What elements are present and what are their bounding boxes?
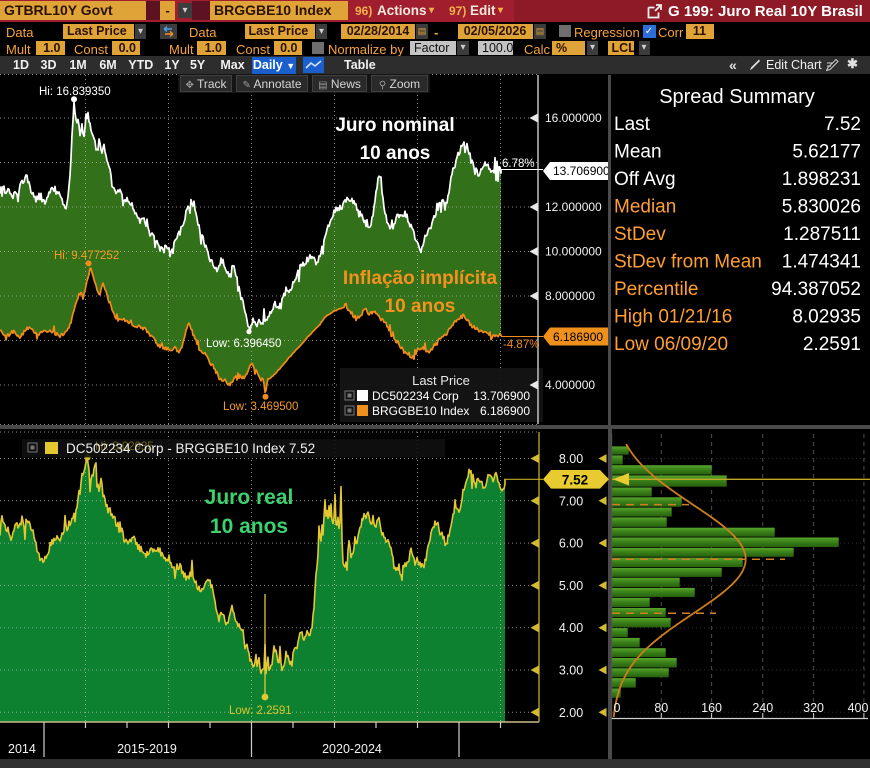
svg-text:DC502234 Corp: DC502234 Corp — [372, 389, 459, 403]
svg-text:4.000000: 4.000000 — [545, 378, 595, 392]
svg-text:Hi: 9.477252: Hi: 9.477252 — [54, 250, 119, 262]
svg-text:Low: 3.469500: Low: 3.469500 — [223, 401, 298, 413]
svg-text:2.00: 2.00 — [559, 706, 583, 720]
svg-text:6.00: 6.00 — [559, 537, 583, 551]
svg-text:1.474341: 1.474341 — [782, 252, 861, 273]
svg-text:2.2591: 2.2591 — [803, 334, 861, 355]
svg-text:High 01/21/16: High 01/21/16 — [614, 307, 732, 328]
svg-text:Off Avg: Off Avg — [614, 169, 676, 190]
svg-text:Percentile: Percentile — [614, 279, 699, 300]
svg-text:8.000000: 8.000000 — [545, 289, 595, 303]
svg-text:8.00: 8.00 — [559, 452, 583, 466]
svg-text:7.52: 7.52 — [562, 473, 588, 488]
svg-text:160: 160 — [701, 701, 722, 715]
svg-text:10 anos: 10 anos — [210, 515, 288, 538]
svg-text:13.706900: 13.706900 — [473, 389, 530, 403]
svg-text:10 anos: 10 anos — [385, 296, 456, 317]
svg-text:80: 80 — [654, 701, 668, 715]
svg-text:Last: Last — [614, 114, 651, 135]
svg-text:7.00: 7.00 — [559, 494, 583, 508]
svg-text:StDev: StDev — [614, 224, 666, 245]
svg-text:10.000000: 10.000000 — [545, 245, 602, 259]
svg-text:2014: 2014 — [8, 742, 36, 756]
svg-text:Hi: 8.02935: Hi: 8.02935 — [95, 441, 154, 453]
svg-text:Low: 6.396450: Low: 6.396450 — [206, 338, 281, 350]
svg-text:2020-2024: 2020-2024 — [322, 742, 382, 756]
svg-text:StDev from Mean: StDev from Mean — [614, 252, 762, 273]
svg-text:1.287511: 1.287511 — [783, 224, 861, 245]
svg-text:5.830026: 5.830026 — [782, 197, 861, 218]
svg-text:13.706900: 13.706900 — [553, 164, 610, 178]
svg-text:5.62177: 5.62177 — [792, 142, 861, 163]
svg-text:Juro real: Juro real — [205, 486, 294, 509]
svg-text:DC502234 Corp - BRGGBE10 Index: DC502234 Corp - BRGGBE10 Index 7.52 — [66, 441, 315, 456]
svg-text:7.52: 7.52 — [824, 114, 861, 135]
svg-text:240: 240 — [752, 701, 773, 715]
svg-text:Hi: 16.839350: Hi: 16.839350 — [39, 86, 111, 98]
svg-text:12.000000: 12.000000 — [545, 200, 602, 214]
svg-text:Inflação implícita: Inflação implícita — [343, 268, 498, 289]
svg-text:1.898231: 1.898231 — [782, 169, 861, 190]
svg-text:400: 400 — [848, 701, 869, 715]
svg-text:6.186900: 6.186900 — [553, 330, 603, 344]
svg-text:Juro nominal: Juro nominal — [335, 115, 454, 136]
svg-text:-4.87%: -4.87% — [503, 339, 539, 351]
svg-text:3.00: 3.00 — [559, 664, 583, 678]
svg-text:2015-2019: 2015-2019 — [117, 742, 177, 756]
svg-text:0: 0 — [614, 701, 621, 715]
svg-text:Median: Median — [614, 197, 676, 218]
svg-text:94.387052: 94.387052 — [771, 279, 861, 300]
svg-text:6.78%: 6.78% — [502, 158, 535, 170]
svg-text:Low: 2.2591: Low: 2.2591 — [229, 705, 292, 717]
svg-text:8.02935: 8.02935 — [792, 307, 861, 328]
svg-text:16.000000: 16.000000 — [545, 111, 602, 125]
svg-text:BRGGBE10 Index: BRGGBE10 Index — [372, 404, 469, 418]
svg-text:Low 06/09/20: Low 06/09/20 — [614, 334, 728, 355]
svg-text:4.00: 4.00 — [559, 621, 583, 635]
svg-text:10 anos: 10 anos — [360, 143, 431, 164]
svg-text:Last Price: Last Price — [412, 373, 470, 388]
svg-text:Spread Summary: Spread Summary — [659, 86, 815, 108]
svg-text:320: 320 — [803, 701, 824, 715]
svg-text:5.00: 5.00 — [559, 579, 583, 593]
svg-text:Mean: Mean — [614, 142, 662, 163]
svg-text:6.186900: 6.186900 — [480, 404, 530, 418]
